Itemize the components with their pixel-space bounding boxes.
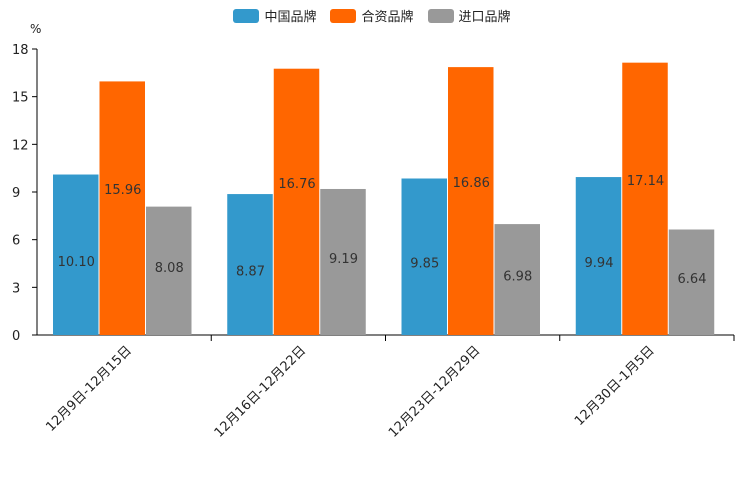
bar-1-1 [273, 68, 320, 336]
y-tick-label: 0 [12, 329, 20, 344]
data-label-1-0: 15.96 [104, 183, 141, 198]
data-label-2-0: 8.08 [155, 261, 184, 276]
bar-1-3 [622, 62, 668, 336]
legend-swatch-import [427, 8, 454, 23]
data-label-0-2: 9.85 [410, 257, 439, 272]
legend-swatch-joint [330, 8, 357, 23]
y-tick-label: 12 [12, 138, 29, 153]
x-tick-label: 12月9日-12月15日 [43, 343, 135, 435]
legend-item-china[interactable]: 中国品牌 [233, 6, 316, 25]
data-label-0-1: 8.87 [236, 265, 265, 280]
bar-0-0 [53, 174, 99, 335]
data-label-2-1: 9.19 [329, 252, 358, 267]
bar-2-1 [320, 188, 366, 335]
data-label-0-3: 9.94 [585, 256, 614, 271]
bar-0-3 [575, 177, 622, 335]
data-label-1-1: 16.76 [278, 177, 315, 192]
bar-0-1 [227, 194, 273, 335]
y-tick-label: 15 [12, 91, 29, 106]
data-label-2-2: 6.98 [503, 270, 532, 285]
data-label-1-3: 17.14 [627, 174, 664, 189]
legend-label-china: 中国品牌 [264, 10, 317, 25]
y-tick-label: 3 [12, 281, 20, 296]
bar-2-2 [494, 224, 540, 335]
x-tick-label: 12月23日-12月29日 [386, 343, 483, 440]
legend-swatch-china [233, 8, 260, 23]
data-label-2-3: 6.64 [678, 272, 707, 287]
y-tick-label: 18 [12, 43, 29, 58]
bar-1-2 [448, 67, 494, 335]
legend-item-import[interactable]: 进口品牌 [427, 6, 511, 25]
bar-2-3 [668, 229, 715, 335]
data-label-0-0: 10.10 [58, 255, 95, 270]
legend-item-joint[interactable]: 合资品牌 [330, 6, 414, 25]
y-axis-unit: % [30, 22, 42, 36]
legend-label-import: 进口品牌 [458, 10, 511, 25]
bar-0-2 [401, 178, 447, 335]
bar-1-0 [99, 81, 145, 335]
y-tick-label: 9 [12, 186, 20, 201]
y-tick-label: 6 [12, 234, 20, 249]
x-tick-label: 12月30日-1月5日 [572, 343, 658, 429]
legend-label-joint: 合资品牌 [361, 10, 414, 25]
data-label-1-2: 16.86 [453, 176, 490, 191]
legend: 中国品牌 合资品牌 进口品牌 [0, 6, 744, 25]
x-tick-label: 12月16日-12月22日 [212, 343, 309, 440]
bar-2-0 [146, 206, 192, 335]
